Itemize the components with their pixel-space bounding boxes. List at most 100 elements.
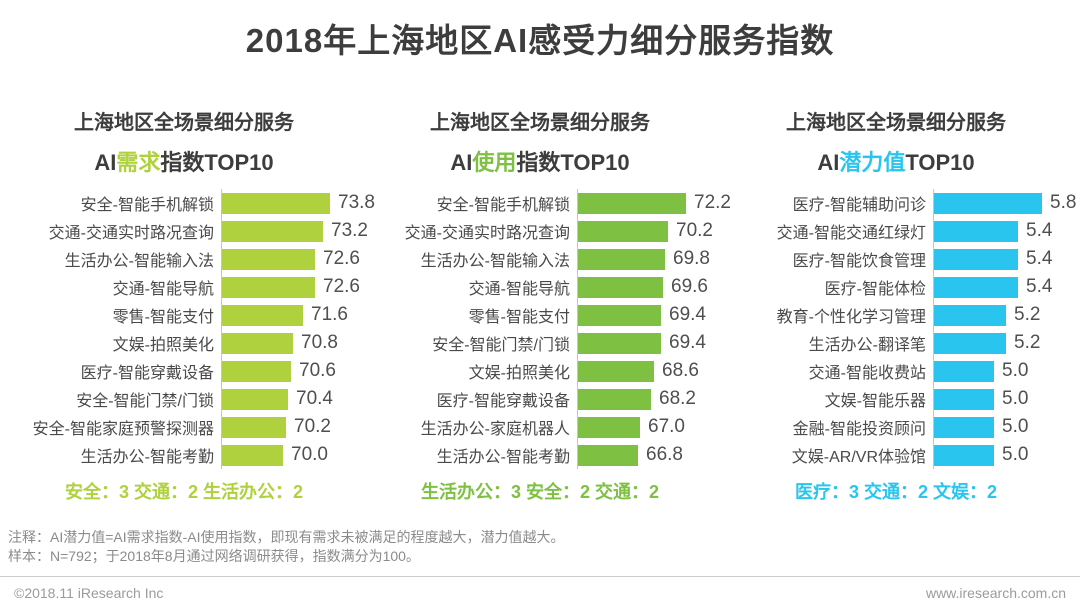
note-definition: 注释：AI潜力值=AI需求指数-AI使用指数，即现有需求未被满足的程度越大，潜力… — [8, 529, 565, 545]
bar-row: 零售-智能支付 71.6 — [6, 301, 362, 329]
bar — [578, 304, 661, 326]
chart-title-suffix: TOP10 — [905, 150, 975, 175]
bar-area: 72.6 — [221, 245, 362, 273]
bar-label: 生活办公-智能输入法 — [64, 253, 214, 270]
bar — [578, 220, 668, 242]
bar — [222, 276, 315, 298]
bar — [222, 332, 293, 354]
bar — [934, 276, 1018, 298]
bar-row: 交通-智能导航 69.6 — [362, 273, 718, 301]
bar-label: 生活办公-家庭机器人 — [420, 421, 570, 438]
bar-area: 70.4 — [221, 385, 362, 413]
bar — [222, 192, 330, 214]
bar-row: 医疗-智能体检 5.4 — [718, 273, 1074, 301]
bar-area: 68.2 — [577, 385, 718, 413]
bar-area: 5.0 — [933, 385, 1074, 413]
bar-area: 5.0 — [933, 413, 1074, 441]
bar-value: 73.8 — [338, 192, 375, 213]
bar-area: 69.4 — [577, 301, 718, 329]
bar-row: 生活办公-翻译笔 5.2 — [718, 329, 1074, 357]
chart-title: AI使用指数TOP10 — [362, 145, 718, 177]
bar-area: 70.0 — [221, 441, 362, 469]
bar-value: 71.6 — [311, 304, 348, 325]
bar-label: 金融-智能投资顾问 — [792, 421, 926, 438]
bar-row: 医疗-智能穿戴设备 70.6 — [6, 357, 362, 385]
bar-row: 安全-智能手机解锁 72.2 — [362, 189, 731, 217]
chart-subtitle: 上海地区全场景细分服务 — [74, 112, 294, 134]
bar-row: 医疗-智能穿戴设备 68.2 — [362, 385, 718, 413]
bar — [934, 248, 1018, 270]
bar-area: 70.8 — [221, 329, 362, 357]
bar — [578, 248, 665, 270]
chart-subtitle: 上海地区全场景细分服务 — [430, 112, 650, 134]
bar-row: 金融-智能投资顾问 5.0 — [718, 413, 1074, 441]
bar-row: 交通-智能导航 72.6 — [6, 273, 362, 301]
bar — [222, 220, 323, 242]
bar-label: 安全-智能门禁/门锁 — [432, 337, 570, 354]
bar-area: 69.4 — [577, 329, 718, 357]
bar — [934, 332, 1006, 354]
bar — [222, 388, 288, 410]
bar-label: 文娱-拍照美化 — [112, 337, 214, 354]
bar-row: 安全-智能门禁/门锁 69.4 — [362, 329, 718, 357]
bar-area: 5.4 — [933, 217, 1074, 245]
bar-value: 69.4 — [669, 332, 706, 353]
bar-label: 交通-交通实时路况查询 — [48, 225, 214, 242]
bar — [578, 416, 640, 438]
bar-label: 安全-智能家庭预警探测器 — [32, 421, 214, 438]
bar-value: 5.0 — [1002, 444, 1029, 465]
chart-title-prefix: AI — [450, 150, 473, 175]
bar-label: 文娱-拍照美化 — [468, 365, 570, 382]
bar-row: 文娱-AR/VR体验馆 5.0 — [718, 441, 1074, 469]
bar-value: 72.2 — [694, 192, 731, 213]
bar-area: 71.6 — [221, 301, 362, 329]
bar — [222, 248, 315, 270]
bar-area: 70.6 — [221, 357, 362, 385]
chart-title: AI潜力值TOP10 — [718, 145, 1074, 177]
bar-label: 文娱-智能乐器 — [824, 393, 926, 410]
chart-title-highlight: 需求 — [116, 150, 161, 175]
bar — [578, 332, 661, 354]
footer-bar: ©2018.11 iResearch Inc www.iresearch.com… — [0, 576, 1080, 608]
chart-title-highlight: 使用 — [472, 150, 517, 175]
bar-value: 5.4 — [1026, 248, 1053, 269]
bar-label: 安全-智能手机解锁 — [436, 197, 570, 214]
bar-area: 5.4 — [933, 273, 1074, 301]
bar-area: 70.2 — [221, 413, 362, 441]
bar-row: 零售-智能支付 69.4 — [362, 301, 718, 329]
bar-area: 68.6 — [577, 357, 718, 385]
bar-rows: 安全-智能手机解锁 73.8 交通-交通实时路况查询 73.2 生活办公-智能输入法 72… — [6, 189, 375, 469]
bar-row: 交通-交通实时路况查询 73.2 — [6, 217, 368, 245]
bar-value: 70.8 — [301, 332, 338, 353]
bar-value: 72.6 — [323, 248, 360, 269]
bar — [934, 388, 994, 410]
bar-value: 68.2 — [659, 388, 696, 409]
bar-value: 5.8 — [1050, 192, 1077, 213]
footnotes: 注释：AI潜力值=AI需求指数-AI使用指数，即现有需求未被满足的程度越大，潜力… — [8, 528, 1080, 566]
bar-area: 5.0 — [933, 441, 1074, 469]
bar — [222, 444, 283, 466]
bar-value: 66.8 — [646, 444, 683, 465]
bar-row: 安全-智能手机解锁 73.8 — [6, 189, 375, 217]
bar-area: 5.2 — [933, 301, 1074, 329]
chart-title-suffix: 指数TOP10 — [160, 150, 274, 175]
bar-label: 生活办公-智能考勤 — [436, 449, 570, 466]
bar — [222, 360, 291, 382]
bar — [222, 304, 303, 326]
chart-title-prefix: AI — [94, 150, 117, 175]
bar-area: 5.0 — [933, 357, 1074, 385]
bar-row: 医疗-智能辅助问诊 5.8 — [718, 189, 1077, 217]
chart-title-suffix: 指数TOP10 — [516, 150, 630, 175]
bar-label: 交通-智能交通红绿灯 — [776, 225, 926, 242]
bar-value: 70.0 — [291, 444, 328, 465]
bar-row: 生活办公-家庭机器人 67.0 — [362, 413, 718, 441]
bar-row: 教育-个性化学习管理 5.2 — [718, 301, 1074, 329]
bar-row: 交通-智能收费站 5.0 — [718, 357, 1074, 385]
bar-label: 安全-智能手机解锁 — [80, 197, 214, 214]
bar-label: 零售-智能支付 — [468, 309, 570, 326]
bar-area: 72.2 — [577, 189, 731, 217]
bar-value: 68.6 — [662, 360, 699, 381]
bar-label: 文娱-AR/VR体验馆 — [791, 449, 926, 466]
chart-title: AI需求指数TOP10 — [6, 145, 362, 177]
bar-area: 5.4 — [933, 245, 1074, 273]
